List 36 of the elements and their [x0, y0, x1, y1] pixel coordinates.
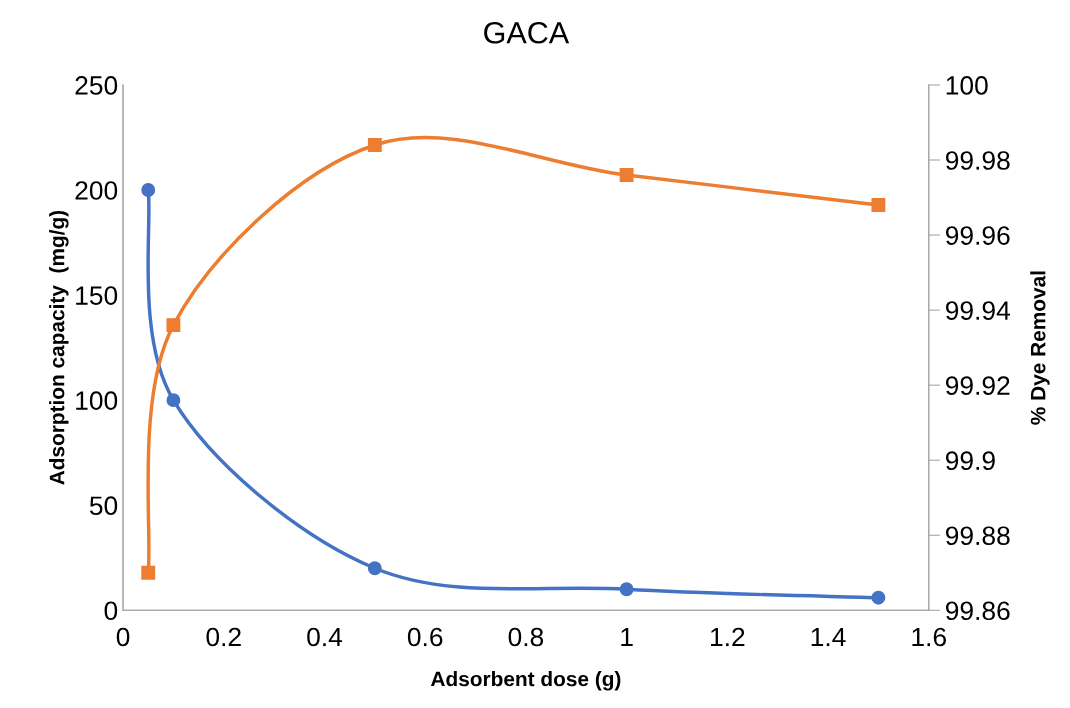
y-tick-label: 250	[75, 76, 118, 95]
point	[166, 318, 181, 333]
point	[619, 168, 634, 182]
x-tick-label: 0.8	[508, 627, 544, 647]
chart-title: GACA	[484, 21, 570, 44]
y2-tick-label: 99.94	[945, 301, 1010, 320]
point	[141, 565, 156, 580]
point	[367, 138, 382, 152]
point	[166, 393, 181, 408]
x-tick-label: 0.4	[307, 627, 343, 647]
point	[141, 183, 156, 197]
y-tick-label: 150	[76, 286, 118, 305]
y-tick-label: 100	[76, 391, 118, 410]
y2-tick-label: 99.98	[945, 151, 1010, 170]
x-tick-label: 1.2	[711, 627, 745, 647]
y-axis-title: Adsorption capacity (mg/g)	[49, 210, 69, 485]
y2-tick-label: 99.86	[945, 601, 1010, 621]
point	[871, 590, 886, 605]
x-tick-label: 0.2	[206, 627, 241, 647]
point	[619, 582, 634, 597]
y2-tick-label: 99.9	[945, 451, 995, 471]
y2-tick-label: 99.88	[945, 526, 1010, 546]
point	[367, 561, 382, 576]
y2-tick-label: 100	[946, 76, 988, 95]
x-axis-title: Adsorbent dose (g)	[430, 671, 621, 691]
x-tick-label: 1	[621, 627, 633, 647]
y-tick-label: 200	[75, 181, 118, 200]
x-tick-label: 1.4	[811, 627, 846, 647]
y2-tick-label: 99.96	[945, 226, 1010, 245]
y-tick-label: 50	[89, 496, 118, 516]
point	[871, 198, 886, 212]
x-tick-label: 1.6	[912, 627, 946, 647]
y2-tick-label: 99.92	[945, 376, 1010, 395]
y2-axis-title: % Dye Removal	[1030, 271, 1050, 425]
y-tick-label: 0	[104, 601, 118, 621]
x-tick-label: 0.6	[407, 627, 443, 647]
